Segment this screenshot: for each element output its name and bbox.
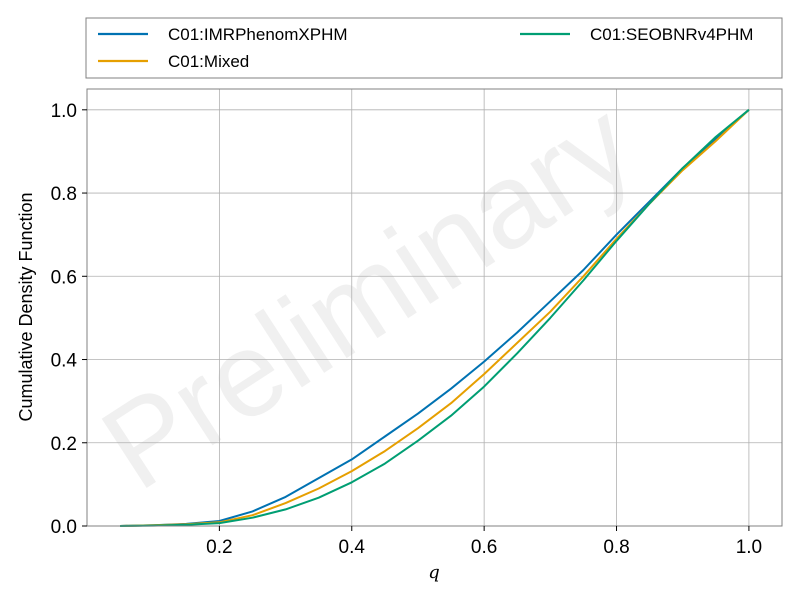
x-tick-label: 0.4 bbox=[339, 537, 366, 558]
series-line-0 bbox=[120, 109, 750, 527]
plot-frame bbox=[86, 88, 783, 527]
legend-label: C01:SEOBNRv4PHM bbox=[590, 25, 753, 44]
legend: C01:IMRPhenomXPHM C01:Mixed C01:SEOBNRv4PH… bbox=[85, 17, 783, 79]
y-tick-label: 1.0 bbox=[51, 101, 77, 122]
y-tick-label: 0.0 bbox=[51, 517, 77, 538]
series-line-2 bbox=[120, 109, 750, 527]
grid bbox=[87, 89, 782, 527]
tick-labels: 0.2 0.4 0.6 0.8 1.0 0.0 0.2 0.4 0.6 0.8 1.0 bbox=[51, 101, 763, 558]
y-tick-label: 0.8 bbox=[51, 184, 77, 205]
x-tick-label: 0.6 bbox=[471, 537, 497, 558]
x-tick-label: 0.8 bbox=[603, 537, 629, 558]
legend-box bbox=[85, 17, 783, 79]
y-tick-label: 0.6 bbox=[51, 267, 77, 288]
y-axis-label: Cumulative Density Function bbox=[16, 192, 36, 421]
x-axis-label: q bbox=[428, 562, 440, 583]
y-tick-label: 0.2 bbox=[51, 434, 77, 455]
y-tick-label: 0.4 bbox=[51, 351, 78, 372]
x-tick-label: 0.2 bbox=[206, 537, 232, 558]
legend-label: C01:IMRPhenomXPHM bbox=[168, 25, 348, 44]
series-lines bbox=[120, 109, 750, 527]
legend-label: C01:Mixed bbox=[168, 52, 249, 71]
x-tick-label: 1.0 bbox=[736, 537, 762, 558]
